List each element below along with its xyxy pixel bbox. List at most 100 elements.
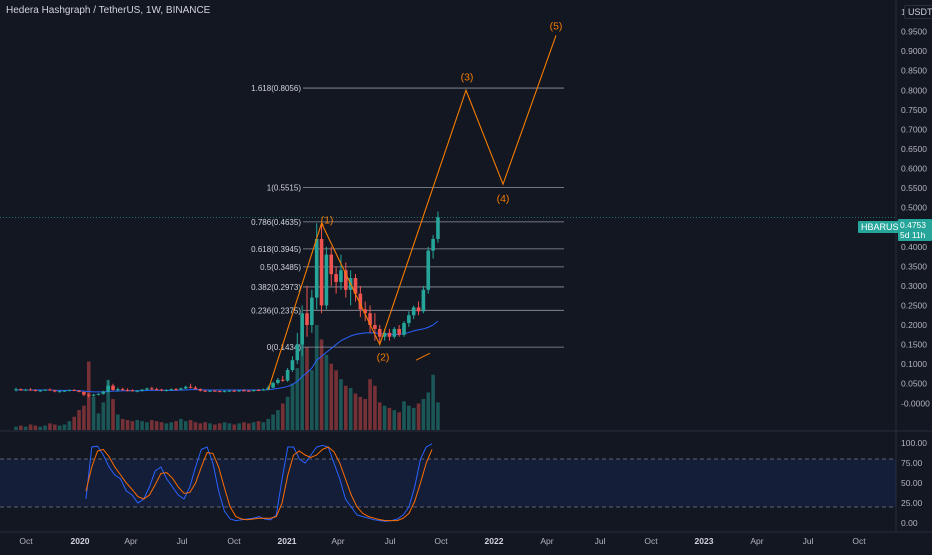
volume-bar (261, 422, 266, 430)
wave-label: (3) (461, 72, 474, 84)
candle-body (397, 328, 401, 335)
candle (159, 388, 164, 392)
stoch-d-line (85, 446, 433, 522)
candle-body (251, 389, 256, 392)
candle-body (261, 389, 266, 391)
volume-bar (116, 414, 120, 430)
candle (150, 386, 154, 390)
last-price-box: 0.4753 5d 11h (898, 219, 932, 241)
candle-body (217, 391, 222, 393)
candle-body (387, 332, 392, 337)
candle (82, 391, 86, 397)
candle (38, 389, 43, 392)
volume-bar (392, 410, 397, 430)
candle-body (353, 278, 358, 294)
candle (28, 388, 33, 391)
candle-body (77, 390, 81, 392)
volume-bar (23, 426, 28, 430)
candle (145, 387, 149, 391)
candle (310, 289, 314, 333)
candle-body (120, 389, 125, 391)
volume-bar (280, 403, 285, 430)
candle (397, 325, 401, 337)
candle (329, 246, 334, 286)
candle-body (300, 313, 304, 345)
price-tick-label: 0.1000 (901, 359, 927, 369)
time-axis[interactable]: Oct 2020 Apr Jul Oct 2021 Apr Jul Oct 2022 Apr Jul O… (19, 536, 866, 546)
volume-bar (198, 423, 203, 430)
candle (198, 388, 203, 392)
volume-bar (251, 422, 256, 430)
time-tick-label: Jul (595, 536, 606, 546)
candle (183, 385, 188, 390)
candle-body (431, 238, 435, 251)
time-tick-label: Jul (803, 536, 814, 546)
volume-bar (358, 396, 363, 430)
candle (125, 388, 130, 392)
candle-body (130, 390, 135, 392)
candle (169, 388, 173, 391)
volume-bar (310, 370, 314, 430)
candle (232, 389, 237, 392)
candle-body (213, 390, 217, 392)
candle-body (188, 386, 193, 388)
candle-body (57, 391, 62, 393)
candle (261, 388, 266, 391)
volume-bar (203, 422, 207, 430)
volume-bar (101, 402, 106, 430)
candle-body (135, 390, 140, 392)
candle (402, 321, 406, 337)
candle-body (91, 394, 96, 396)
candle (23, 388, 28, 392)
fib-level-label: 0.618(0.3945) (251, 245, 301, 254)
wave-label: (5) (550, 21, 563, 33)
candle-body (368, 313, 372, 326)
candle (377, 325, 382, 345)
bar-countdown: 5d 11h (900, 230, 926, 240)
candle (436, 211, 440, 243)
candle-body (247, 390, 251, 392)
candle (295, 332, 300, 365)
candle-body (382, 332, 387, 337)
volume-bar (53, 424, 57, 430)
time-tick-label: 2021 (278, 536, 297, 546)
price-tick-label: 0.3000 (901, 281, 927, 291)
volume-bar (48, 423, 52, 430)
candle (135, 389, 140, 393)
candle-body (411, 307, 416, 316)
time-tick-label: 2022 (485, 536, 504, 546)
candle (334, 266, 338, 294)
volume-bar (242, 422, 246, 430)
candle-body (285, 370, 290, 381)
candle-body (377, 328, 382, 337)
candle (305, 285, 309, 337)
volume-bar (227, 423, 232, 430)
currency-button[interactable]: USDT (904, 5, 932, 19)
candle (67, 389, 72, 392)
candle-body (319, 238, 324, 306)
candle (19, 388, 23, 391)
candle (276, 377, 280, 385)
candle-body (174, 389, 178, 391)
candle (53, 389, 57, 393)
candle-body (140, 389, 144, 391)
candle-body (111, 385, 115, 390)
ema-layer (16, 320, 439, 393)
candle (411, 305, 416, 320)
candle-body (19, 389, 23, 391)
volume-bar (169, 422, 173, 430)
candle-body (363, 309, 367, 314)
candle-body (314, 238, 319, 298)
volume-bar (150, 420, 154, 430)
volume-bar (159, 422, 164, 430)
candle (392, 326, 397, 339)
volume-bar (397, 412, 401, 430)
candle (14, 387, 18, 392)
candle-body (232, 390, 237, 392)
candle-body (82, 391, 86, 395)
candle (324, 246, 329, 310)
wave-label: (2) (377, 351, 390, 363)
volume-bar (28, 424, 33, 430)
price-axis[interactable]: 1.00000.95000.90000.85000.80000.75000.70… (901, 7, 930, 408)
